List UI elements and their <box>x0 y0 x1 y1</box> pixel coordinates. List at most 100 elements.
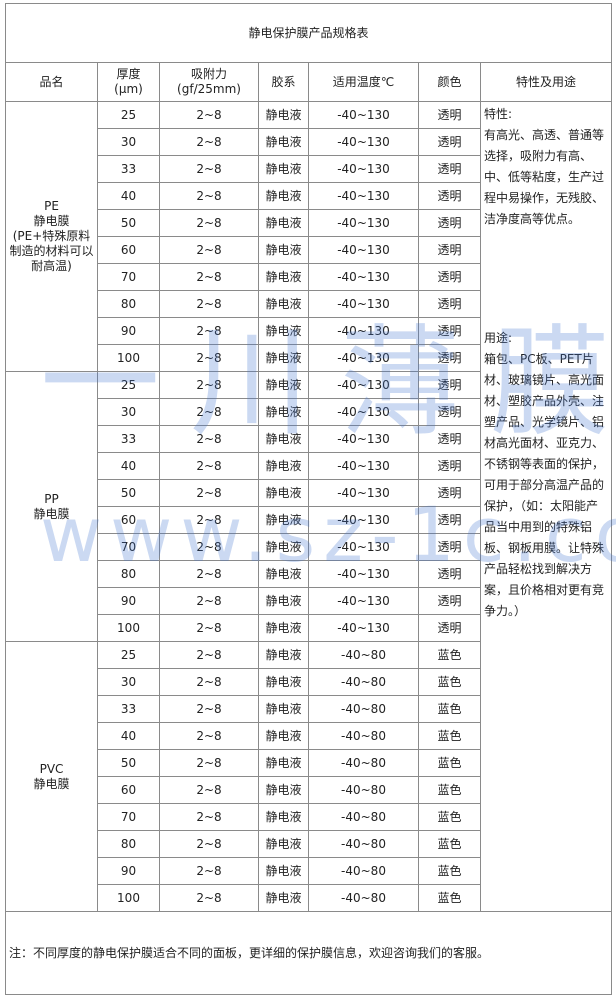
text-line: 特性及用途 <box>515 74 576 89</box>
cell: 静电液 <box>258 398 309 426</box>
cell: 蓝色 <box>418 776 481 804</box>
data-row: 33 2~8 静电液 -40~80 蓝色 <box>6 695 612 723</box>
cell: -40~130 <box>308 317 419 345</box>
cell: 透明 <box>418 263 481 291</box>
cell: 40 <box>97 722 160 750</box>
cell: -40~130 <box>308 398 419 426</box>
text-line: 适用温度℃ <box>332 74 395 89</box>
cell: 2~8 <box>159 425 259 453</box>
cell: -40~130 <box>308 263 419 291</box>
cell: 25 <box>97 641 160 669</box>
data-row: 40 2~8 静电液 -40~130 透明 <box>6 452 612 480</box>
text-line: PE <box>44 199 59 213</box>
cell: -40~130 <box>308 101 419 129</box>
cell: -40~80 <box>308 830 419 858</box>
cell: -40~130 <box>308 128 419 156</box>
text-line: 吸附力 <box>190 67 227 81</box>
cell: 静电液 <box>258 533 309 561</box>
cell: 静电液 <box>258 236 309 264</box>
title-row: 静电保护膜产品规格表 <box>5 3 612 63</box>
cell: 静电液 <box>258 371 309 399</box>
cell: 2~8 <box>159 209 259 237</box>
text-line: (μm) <box>114 82 143 96</box>
cell: 2~8 <box>159 479 259 507</box>
cell: 33 <box>97 425 160 453</box>
usage: 用途: 箱包、PC板、PET片材、玻璃镜片、高光面材、塑胶产品外壳、注塑产品、光学… <box>484 328 608 622</box>
cell: 蓝色 <box>418 668 481 696</box>
text-line: 静电膜 <box>33 506 70 521</box>
cell: 100 <box>97 614 160 642</box>
cell: 静电液 <box>258 857 309 885</box>
spec-table: 静电保护膜产品规格表 品名 厚度 (μm) 吸附力 (gf/25mm) 胶系 适用温度℃ 颜色… <box>5 3 612 995</box>
cell: -40~80 <box>308 668 419 696</box>
cell: 2~8 <box>159 722 259 750</box>
data-row: 90 2~8 静电液 -40~80 蓝色 <box>6 857 612 885</box>
cell: 静电液 <box>258 479 309 507</box>
cell: 2~8 <box>159 776 259 804</box>
cell: 透明 <box>418 479 481 507</box>
data-row: PVC 静电膜 25 2~8 静电液 -40~80 蓝色 <box>5 641 612 912</box>
text-line: (PE+特殊原料制造的材料可以耐高温) <box>9 229 94 273</box>
cell: 静电液 <box>258 776 309 804</box>
cell: 静电液 <box>258 290 309 318</box>
cell: 蓝色 <box>418 803 481 831</box>
cell: -40~80 <box>308 803 419 831</box>
data-row: 40 2~8 静电液 -40~130 透明 <box>6 182 612 210</box>
cell: 静电液 <box>258 668 309 696</box>
cell: 2~8 <box>159 155 259 183</box>
data-row: 100 2~8 静电液 -40~130 透明 <box>6 614 612 642</box>
cell: -40~130 <box>308 425 419 453</box>
cell: -40~80 <box>308 722 419 750</box>
cell: 90 <box>97 857 160 885</box>
cell: -40~80 <box>308 749 419 777</box>
cell: 蓝色 <box>418 722 481 750</box>
cell: 静电液 <box>258 128 309 156</box>
cell: 透明 <box>418 344 481 372</box>
cell: 33 <box>97 155 160 183</box>
usage-text: 箱包、PC板、PET片材、玻璃镜片、高光面材、塑胶产品外壳、注塑产品、光学镜片、… <box>484 352 605 618</box>
table-title: 静电保护膜产品规格表 <box>5 3 612 63</box>
cell: 静电液 <box>258 884 309 912</box>
cell: 蓝色 <box>418 749 481 777</box>
data-row: 33 2~8 静电液 -40~130 透明 <box>6 425 612 453</box>
cell: 50 <box>97 479 160 507</box>
cell: -40~130 <box>308 344 419 372</box>
cell: 静电液 <box>258 182 309 210</box>
cell: 2~8 <box>159 614 259 642</box>
product-name: PVC 静电膜 <box>5 641 98 912</box>
cell: 透明 <box>418 587 481 615</box>
cell: 2~8 <box>159 398 259 426</box>
cell: 2~8 <box>159 695 259 723</box>
cell: 静电液 <box>258 452 309 480</box>
cell: 2~8 <box>159 668 259 696</box>
cell: 蓝色 <box>418 857 481 885</box>
text-line: 静电膜 <box>33 214 70 228</box>
cell: 静电液 <box>258 803 309 831</box>
data-row: 70 2~8 静电液 -40~130 透明 <box>6 533 612 561</box>
cell: -40~130 <box>308 452 419 480</box>
cell: 静电液 <box>258 506 309 534</box>
cell: 透明 <box>418 182 481 210</box>
cell: 透明 <box>418 560 481 588</box>
cell: 透明 <box>418 425 481 453</box>
cell: 70 <box>97 533 160 561</box>
text-line: 胶系 <box>271 74 296 89</box>
cell: 70 <box>97 263 160 291</box>
header-cell: 胶系 <box>258 62 309 102</box>
cell: 40 <box>97 452 160 480</box>
data-row: 30 2~8 静电液 -40~130 透明 <box>6 398 612 426</box>
cell: 透明 <box>418 101 481 129</box>
data-row: 100 2~8 静电液 -40~130 透明 <box>6 344 612 372</box>
cell: 40 <box>97 182 160 210</box>
usage-label: 用途: <box>484 331 513 345</box>
data-row: 33 2~8 静电液 -40~130 透明 <box>6 155 612 183</box>
header-row: 品名 厚度 (μm) 吸附力 (gf/25mm) 胶系 适用温度℃ 颜色 特性及用途 <box>5 62 612 102</box>
product-name: PE 静电膜 (PE+特殊原料制造的材料可以耐高温) <box>5 101 98 372</box>
cell: 透明 <box>418 506 481 534</box>
header-cell: 厚度 (μm) <box>97 62 160 102</box>
cell: 2~8 <box>159 344 259 372</box>
cell: 静电液 <box>258 425 309 453</box>
cell: -40~130 <box>308 614 419 642</box>
cell: 静电液 <box>258 614 309 642</box>
